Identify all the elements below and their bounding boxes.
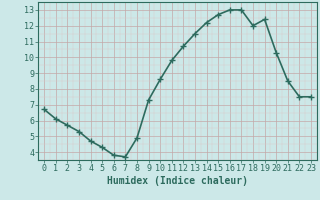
- X-axis label: Humidex (Indice chaleur): Humidex (Indice chaleur): [107, 176, 248, 186]
